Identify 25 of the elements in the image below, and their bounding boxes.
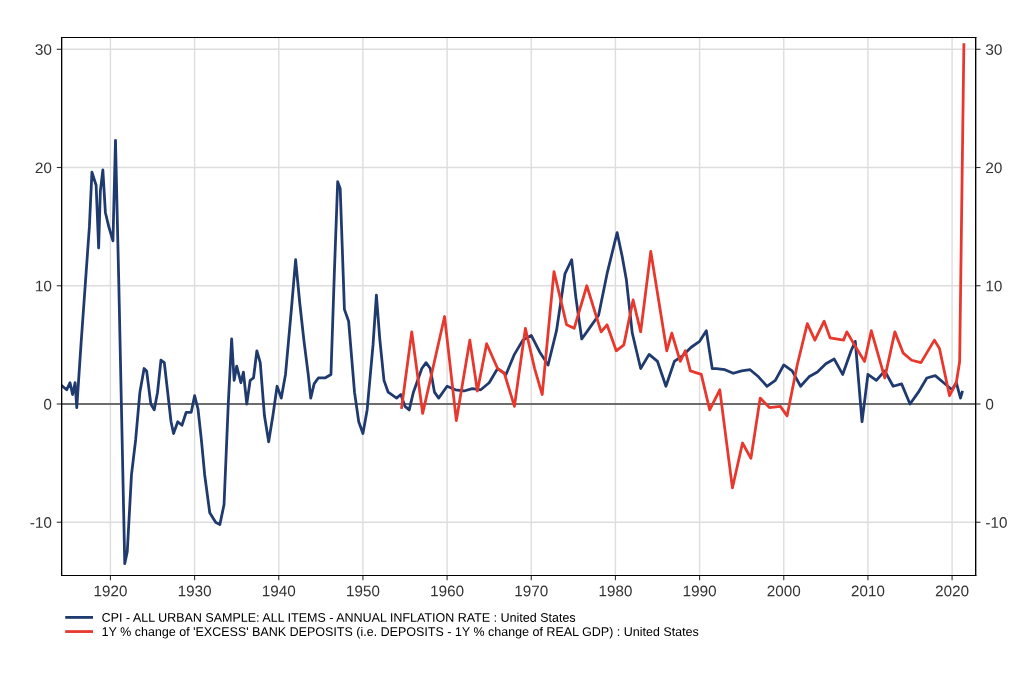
legend-label: CPI - ALL URBAN SAMPLE: ALL ITEMS - ANNUAL INFLATION RATE : United States xyxy=(102,612,576,622)
x-tick-label: 1940 xyxy=(262,585,296,597)
x-tick-label: 1920 xyxy=(94,585,127,597)
y-tick-label: 30 xyxy=(35,44,52,55)
y-tick-label: -10 xyxy=(30,517,52,528)
line-series xyxy=(400,43,966,490)
y2-tick-label: 0 xyxy=(985,398,994,410)
x-tick-label: 1970 xyxy=(515,585,548,597)
y2-tick-label: 20 xyxy=(986,162,1002,174)
y-tick-label: 10 xyxy=(36,280,52,292)
x-tick-label: 1990 xyxy=(683,585,716,597)
line-series xyxy=(61,138,964,566)
legend-label: 1Y % change of 'EXCESS' BANK DEPOSITS (i.e. DEPOSITS - 1Y % change of REAL GDP) : United States xyxy=(102,626,699,639)
y-tick-label: 20 xyxy=(35,162,52,174)
x-tick-label: 1960 xyxy=(431,585,464,597)
x-tick-label: 2020 xyxy=(935,585,969,597)
x-tick-label: 2000 xyxy=(767,585,801,597)
x-tick-label: 1980 xyxy=(599,585,632,597)
x-tick-label: 2010 xyxy=(851,585,885,597)
y2-tick-label: 10 xyxy=(986,280,1002,292)
y-tick-label: 0 xyxy=(44,398,52,410)
x-tick-label: 1950 xyxy=(347,585,380,597)
x-tick-label: 1930 xyxy=(178,585,211,597)
y2-tick-label: -10 xyxy=(986,517,1007,528)
y2-tick-label: 30 xyxy=(985,44,1002,55)
